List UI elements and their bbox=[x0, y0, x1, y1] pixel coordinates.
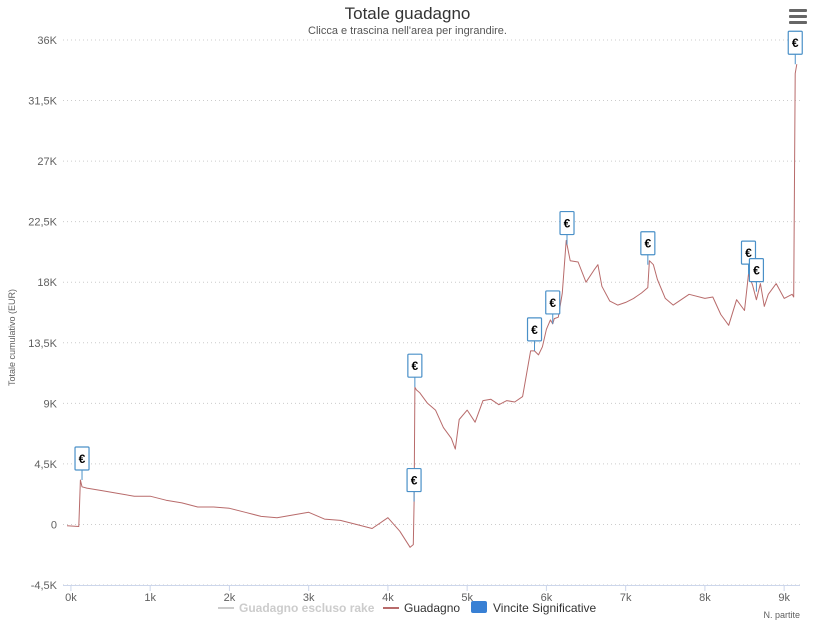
y-tick-label: 13,5K bbox=[28, 338, 57, 350]
flag-box bbox=[74, 446, 90, 471]
flag-label: € bbox=[753, 264, 760, 278]
legend-label: Guadagno bbox=[404, 601, 460, 615]
flag-label: € bbox=[549, 296, 556, 310]
flag-label: € bbox=[411, 474, 418, 488]
y-tick-label: 0 bbox=[51, 519, 57, 531]
flag-box bbox=[406, 467, 422, 493]
y-tick-label: -4,5K bbox=[31, 580, 58, 592]
flag-label: € bbox=[531, 323, 538, 337]
x-tick-label: 6k bbox=[541, 592, 553, 604]
legend-symbol bbox=[471, 601, 487, 613]
flag-marker: € bbox=[545, 290, 561, 324]
flag-box bbox=[559, 210, 575, 236]
y-tick-label: 9K bbox=[44, 398, 58, 410]
chart-title: Totale guadagno bbox=[344, 4, 471, 23]
flag-label: € bbox=[792, 36, 799, 50]
flag-box bbox=[748, 258, 765, 283]
flag-box bbox=[545, 290, 561, 315]
x-tick-label: 0k bbox=[65, 592, 77, 604]
flag-label: € bbox=[645, 237, 652, 251]
flag-label: € bbox=[79, 452, 86, 466]
x-tick-label: 7k bbox=[620, 592, 632, 604]
flag-box bbox=[640, 231, 656, 256]
menu-bar bbox=[789, 9, 807, 12]
flag-marker: € bbox=[406, 467, 422, 502]
x-tick-label: 4k bbox=[382, 592, 394, 604]
y-tick-label: 22,5K bbox=[28, 217, 57, 229]
menu-bar bbox=[789, 15, 807, 18]
x-tick-label: 3k bbox=[303, 592, 315, 604]
flag-box bbox=[526, 317, 543, 342]
flag-marker: € bbox=[526, 317, 543, 351]
y-tick-label: 36K bbox=[37, 35, 57, 47]
x-tick-label: 9k bbox=[778, 592, 790, 604]
flag-label: € bbox=[564, 217, 571, 231]
y-tick-label: 4,5K bbox=[34, 459, 57, 471]
flag-marker: € bbox=[787, 30, 803, 65]
flag-marker: € bbox=[74, 446, 90, 481]
x-tick-label: 5k bbox=[461, 592, 473, 604]
y-axis-title: Totale cumulativo (EUR) bbox=[7, 289, 17, 386]
x-tick-label: 2k bbox=[224, 592, 236, 604]
flag-marker: € bbox=[559, 210, 575, 245]
flag-label: € bbox=[412, 359, 419, 373]
x-tick-label: 8k bbox=[699, 592, 711, 604]
flag-box bbox=[407, 353, 423, 378]
menu-bar bbox=[789, 21, 807, 24]
x-tick-label: 1k bbox=[144, 592, 156, 604]
flag-marker: € bbox=[640, 231, 656, 265]
legend-label: Vincite Significative bbox=[493, 601, 596, 615]
flag-box bbox=[787, 30, 803, 55]
y-tick-label: 31,5K bbox=[28, 96, 57, 108]
legend-item-guadagno[interactable]: Guadagno bbox=[383, 601, 460, 615]
x-axis-title: N. partite bbox=[763, 610, 800, 620]
legend-item-vincite[interactable]: Vincite Significative bbox=[471, 601, 596, 615]
legend-label: Guadagno escluso rake bbox=[239, 601, 375, 615]
y-tick-label: 18K bbox=[37, 277, 57, 289]
y-tick-label: 27K bbox=[37, 156, 57, 168]
legend-item-escluso-rake[interactable]: Guadagno escluso rake bbox=[218, 601, 375, 615]
legend: Guadagno escluso rake Guadagno Vincite Sig… bbox=[218, 601, 596, 615]
chart-subtitle: Clicca e trascina nell'area per ingrandi… bbox=[308, 25, 507, 37]
hamburger-menu-icon[interactable] bbox=[789, 9, 807, 25]
flag-label: € bbox=[745, 246, 752, 260]
series-line-guadagno bbox=[66, 64, 798, 548]
flag-marker: € bbox=[748, 258, 765, 292]
flag-marker: € bbox=[407, 353, 423, 388]
